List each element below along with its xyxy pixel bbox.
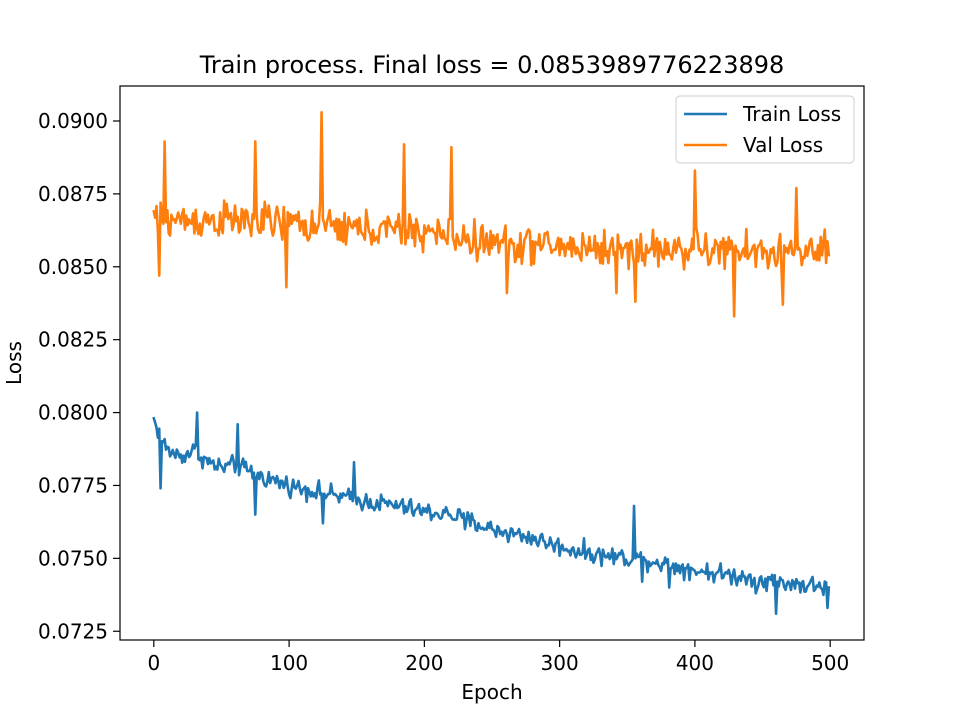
y-tick-label: 0.0900 [38, 109, 108, 133]
y-axis-ticks: 0.0725 0.0750 0.0775 0.0800 0.0825 0.0850 0.08… [38, 109, 120, 643]
y-tick-label: 0.0825 [38, 328, 108, 352]
legend: Train Loss Val Loss [675, 95, 855, 164]
y-tick-label: 0.0850 [38, 255, 108, 279]
series-layer [152, 110, 831, 616]
x-axis-label: Epoch [461, 680, 522, 704]
series-line-val-loss [152, 110, 831, 318]
y-tick-label: 0.0775 [38, 473, 108, 497]
x-tick-label: 100 [270, 651, 308, 675]
x-axis-ticks: 0 100 200 300 400 500 [147, 640, 849, 675]
x-tick-label: 500 [811, 651, 849, 675]
y-tick-label: 0.0725 [38, 619, 108, 643]
x-tick-label: 400 [676, 651, 714, 675]
legend-label-train-loss: Train Loss [742, 102, 841, 126]
y-tick-label: 0.0800 [38, 401, 108, 425]
x-tick-label: 200 [405, 651, 443, 675]
axes-frame [119, 85, 865, 641]
legend-label-val-loss: Val Loss [743, 133, 823, 157]
y-tick-label: 0.0750 [38, 546, 108, 570]
y-tick-label: 0.0875 [38, 182, 108, 206]
y-axis-label: Loss [2, 341, 26, 385]
chart-title: Train process. Final loss = 0.0853989776… [199, 51, 785, 79]
series-line-train-loss [152, 411, 831, 616]
x-tick-label: 0 [147, 651, 160, 675]
plot-area [119, 85, 865, 641]
x-tick-label: 300 [541, 651, 579, 675]
